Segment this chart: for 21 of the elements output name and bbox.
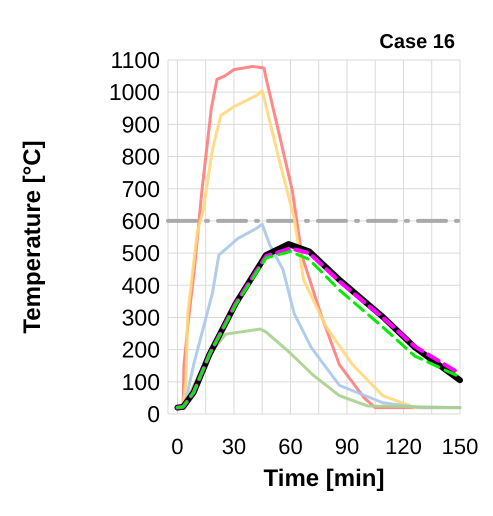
y-axis-title: Temperature [°C] (19, 140, 46, 334)
y-tick-label: 800 (122, 144, 160, 170)
x-tick-label: 0 (171, 434, 184, 459)
x-tick-label: 90 (334, 434, 360, 459)
x-axis-title: Time [min] (264, 465, 384, 492)
x-tick-label: 120 (385, 434, 422, 459)
y-tick-label: 600 (122, 208, 160, 234)
x-tick-label: 30 (222, 434, 246, 459)
y-tick-label: 1000 (108, 79, 160, 106)
y-tick-label: 900 (122, 111, 160, 138)
y-tick-label: 1100 (110, 47, 160, 74)
y-tick-label: 0 (147, 401, 160, 428)
x-tick-label: 60 (278, 434, 303, 459)
y-tick-label: 700 (122, 176, 160, 202)
y-tick-label: 500 (122, 240, 160, 266)
chart-title: Case 16 (379, 31, 455, 53)
y-tick-label: 200 (122, 336, 160, 363)
x-tick-label: 150 (442, 434, 478, 459)
y-tick-label: 400 (122, 272, 160, 298)
y-tick-label: 100 (122, 368, 160, 395)
y-tick-label: 300 (122, 304, 160, 331)
